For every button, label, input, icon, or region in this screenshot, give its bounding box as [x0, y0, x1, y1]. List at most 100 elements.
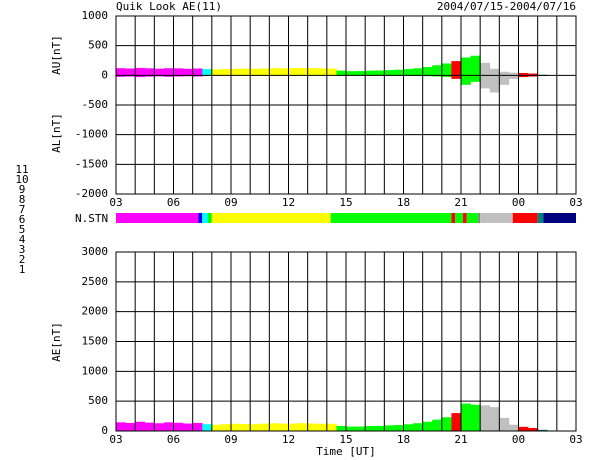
legend-entry: 8	[19, 193, 26, 206]
x-tick-label: 15	[339, 433, 352, 446]
legend-entry: 3	[19, 243, 26, 256]
x-tick-label: 03	[109, 433, 122, 446]
au-al-band	[441, 63, 452, 78]
ae-area	[413, 423, 423, 431]
au-al-band	[163, 68, 174, 77]
au-al-band	[192, 68, 203, 77]
au-al-band	[221, 69, 232, 76]
ae-area	[528, 428, 538, 431]
au-al-band	[365, 70, 376, 76]
ae-area	[326, 423, 337, 431]
au-al-band	[278, 68, 289, 76]
ae-area	[183, 423, 193, 431]
ae-area	[432, 419, 443, 431]
legend-entry: 5	[19, 223, 26, 236]
ae-area	[307, 423, 318, 431]
ae-area	[422, 421, 433, 431]
legend-entry: 1	[19, 263, 26, 276]
ae-area	[508, 424, 519, 431]
legend-entry: 11	[15, 163, 28, 176]
ae-area	[278, 423, 289, 431]
plot-frame	[115, 251, 577, 432]
y-tick-label: 1000	[82, 364, 109, 377]
x-tick-label: 21	[454, 433, 467, 446]
ae-area	[125, 422, 136, 431]
legend-entry: 6	[19, 213, 26, 226]
station-segment	[211, 213, 331, 223]
station-segment	[208, 213, 212, 223]
x-tick-label: 03	[109, 196, 122, 209]
y-tick-label: 2500	[82, 275, 109, 288]
station-segment	[462, 213, 467, 223]
au-al-band	[384, 70, 395, 76]
y-axis-label: AE[nT]	[50, 322, 63, 362]
ae-area	[355, 426, 366, 431]
y-tick-label: 1500	[82, 335, 109, 348]
au-al-band	[470, 55, 481, 82]
y-tick-label: 3000	[82, 245, 109, 258]
ae-area	[116, 422, 126, 431]
ae-area	[192, 422, 203, 431]
x-tick-label: 21	[454, 196, 467, 209]
x-axis-label: Time [UT]	[316, 445, 376, 458]
au-al-band	[317, 68, 328, 76]
au-al-band	[211, 69, 222, 76]
x-tick-label: 12	[282, 196, 295, 209]
au-al-band	[307, 68, 318, 76]
station-segment	[512, 213, 538, 223]
ae-area	[499, 417, 510, 431]
ae-area	[221, 424, 232, 431]
ae-area	[298, 423, 308, 431]
station-segment	[537, 213, 544, 223]
ae-area	[374, 425, 385, 431]
y-tick-label: -500	[82, 98, 109, 111]
au-al-band	[403, 69, 414, 76]
ae-area	[346, 426, 356, 431]
au-al-band	[116, 68, 126, 77]
station-segment	[198, 213, 203, 223]
ae-area	[518, 426, 529, 431]
au-al-band	[451, 61, 462, 79]
au-al-band	[422, 67, 433, 77]
ae-area	[144, 422, 155, 431]
x-tick-label: 09	[224, 433, 237, 446]
ae-area	[336, 425, 347, 431]
ae-area	[393, 425, 404, 431]
ae-area	[231, 423, 241, 431]
au-al-band	[154, 68, 165, 77]
y-axis-label: AL[nT]	[50, 113, 63, 153]
ae-area	[489, 407, 500, 431]
ae-area	[211, 424, 222, 431]
ae-area	[173, 422, 184, 431]
ae-area	[240, 423, 251, 431]
au-al-band	[135, 67, 146, 78]
au-al-band	[355, 71, 366, 76]
station-segment	[451, 213, 456, 223]
legend-entry: 4	[19, 233, 26, 246]
ae-area	[154, 423, 165, 431]
ae-area	[403, 424, 414, 431]
station-segment	[202, 213, 208, 223]
ae-area	[441, 417, 452, 431]
ae-area	[163, 422, 174, 431]
ae-area	[269, 423, 280, 431]
au-al-band	[202, 69, 213, 76]
legend-entry: 7	[19, 203, 26, 216]
au-al-band	[269, 68, 280, 76]
plot-frame	[115, 15, 577, 195]
station-segment	[478, 213, 481, 223]
legend-entry: 10	[15, 173, 28, 186]
legend-entry: 2	[19, 253, 26, 266]
au-al-band	[499, 71, 510, 85]
au-al-band	[346, 71, 356, 76]
ae-area	[461, 403, 471, 431]
ae-area	[480, 405, 491, 431]
ae-area	[365, 426, 376, 431]
au-al-band	[183, 68, 193, 77]
y-tick-label: 2000	[82, 305, 109, 318]
au-al-band	[393, 69, 404, 76]
x-tick-label: 18	[397, 196, 410, 209]
station-segment	[455, 213, 463, 223]
y-tick-label: 0	[101, 68, 108, 81]
au-al-band	[336, 70, 347, 76]
